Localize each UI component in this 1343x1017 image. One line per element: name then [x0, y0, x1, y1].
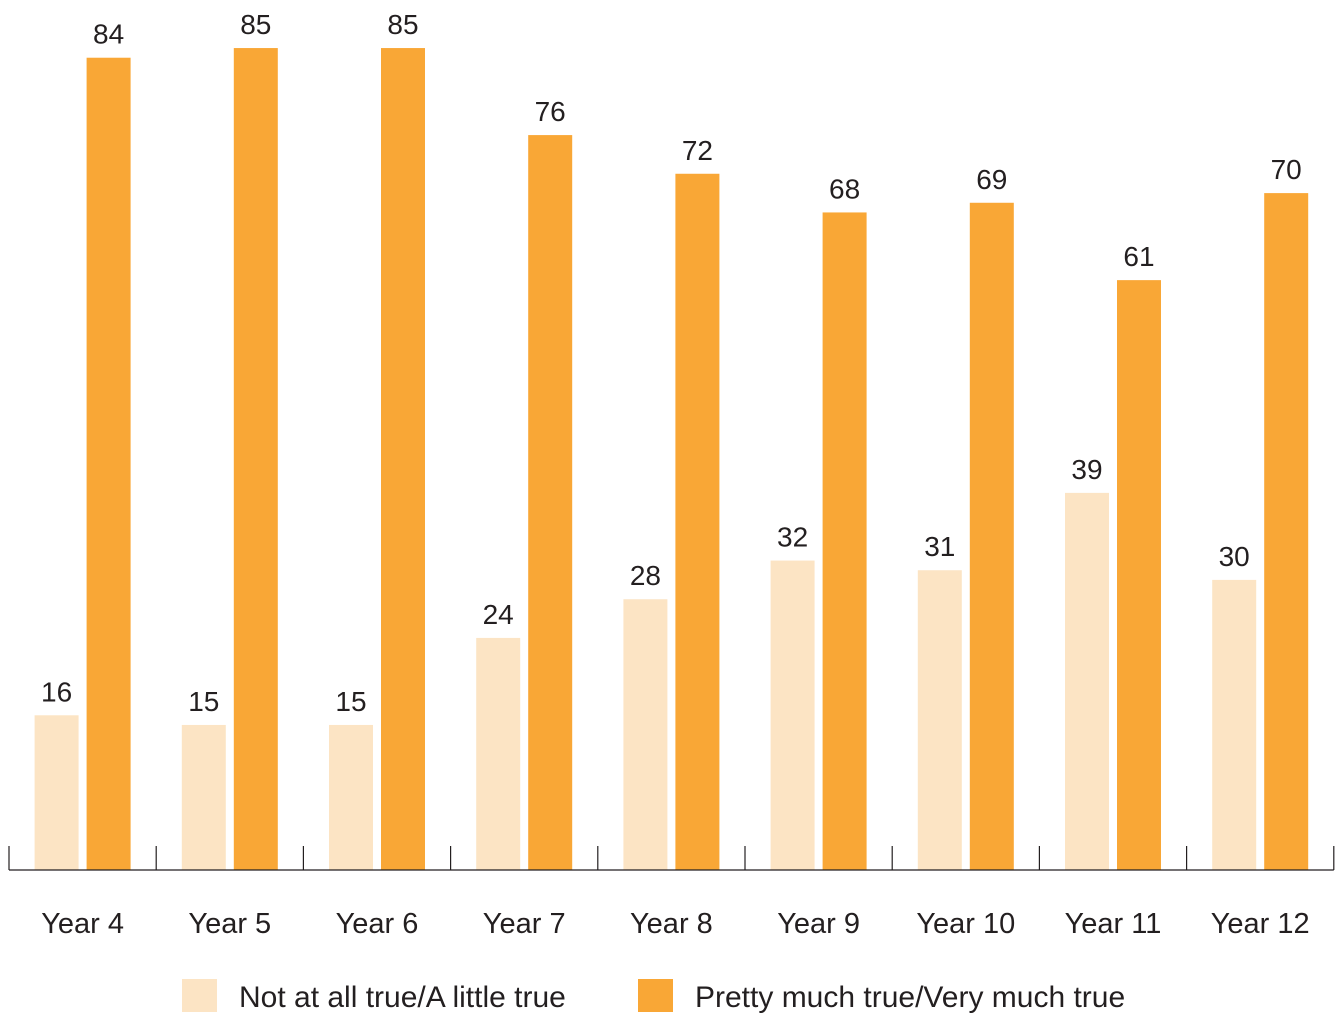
bar-not-true-9: [1212, 579, 1257, 870]
data-label: 31: [924, 531, 955, 562]
bar-true-4: [528, 135, 573, 870]
category-label: Year 10: [916, 908, 1015, 940]
legend-swatch: [638, 979, 673, 1012]
bar-true-3: [381, 48, 425, 871]
data-label: 85: [387, 9, 418, 40]
bar-true-8: [1117, 280, 1161, 870]
bar-not-true-3: [329, 724, 373, 870]
data-label: 39: [1071, 454, 1102, 485]
legend: Not at all true/A little true Pretty much…: [182, 979, 1125, 1014]
bar-true-1: [86, 57, 131, 871]
data-label: 61: [1123, 241, 1154, 272]
category-label: Year 4: [41, 908, 124, 940]
data-label: 15: [335, 686, 366, 717]
data-label: 70: [1271, 154, 1302, 185]
bar-true-7: [969, 202, 1014, 870]
data-label: 69: [976, 164, 1007, 195]
data-label: 32: [777, 522, 808, 553]
data-label: 24: [483, 599, 514, 630]
data-label: 68: [829, 173, 860, 204]
data-label: 16: [41, 676, 72, 707]
bar-not-true-7: [917, 570, 962, 870]
legend-label: Not at all true/A little true: [239, 981, 566, 1014]
bar-not-true-6: [770, 560, 815, 870]
data-label: 30: [1219, 541, 1250, 572]
bars-group: [34, 48, 1309, 871]
legend-swatch: [182, 979, 217, 1012]
category-label: Year 8: [630, 908, 713, 940]
category-label: Year 5: [188, 908, 271, 940]
data-label: 15: [188, 686, 219, 717]
bar-not-true-2: [181, 724, 226, 870]
bar-not-true-4: [476, 637, 521, 870]
category-label: Year 7: [483, 908, 566, 940]
category-label: Year 9: [777, 908, 860, 940]
legend-label: Pretty much true/Very much true: [695, 981, 1125, 1014]
bar-true-9: [1264, 193, 1309, 871]
category-label: Year 6: [336, 908, 419, 940]
bar-not-true-5: [623, 599, 668, 870]
x-axis: [8, 846, 1335, 871]
bar-true-2: [233, 48, 278, 871]
data-label: 76: [535, 96, 566, 127]
category-label: Year 11: [1065, 908, 1162, 940]
bar-not-true-1: [34, 715, 79, 870]
data-label: 72: [682, 135, 713, 166]
data-label: 85: [240, 9, 271, 40]
bar-not-true-8: [1065, 492, 1109, 870]
data-label: 28: [630, 560, 661, 591]
data-label: 84: [93, 19, 124, 50]
category-labels-group: Year 4 Year 5 Year 6 Year 7 Year 8 Year 9 Year…: [41, 908, 1309, 940]
value-labels-group: 16 84 15 85 15 85 24 76 28 72 32 68 31 69 39 61 30 70: [41, 9, 1302, 717]
category-label: Year 12: [1211, 908, 1310, 940]
bar-true-5: [675, 173, 720, 870]
bar-true-6: [822, 212, 867, 870]
